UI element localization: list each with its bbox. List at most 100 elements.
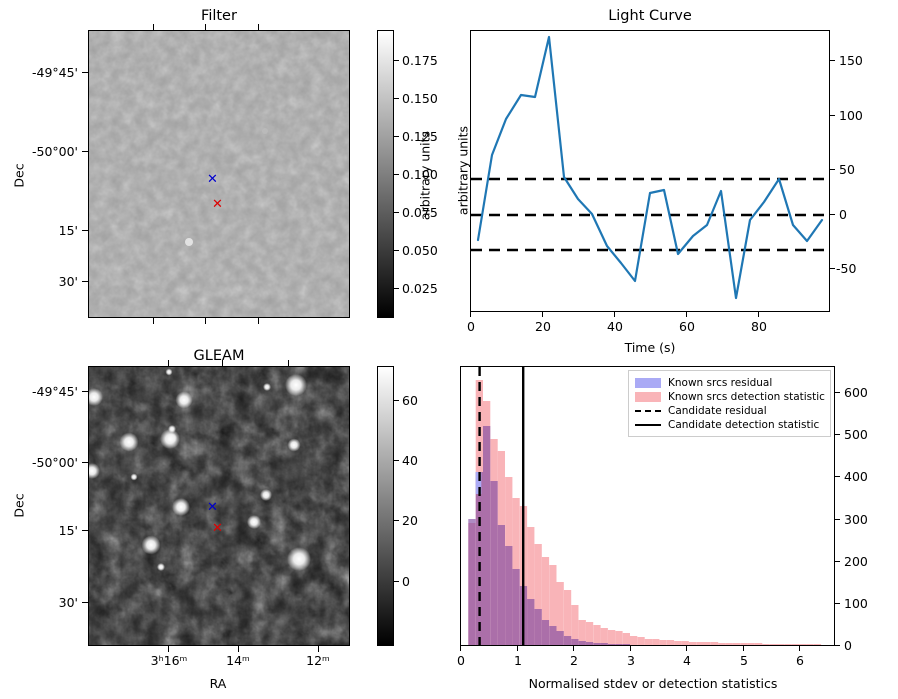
histogram-legend: Known srcs residual Known srcs detection… bbox=[628, 370, 831, 437]
gleam-ra-tick-top-2 bbox=[288, 360, 290, 366]
legend-row-0: Known srcs residual bbox=[635, 376, 824, 389]
hist-ylabel-500: 500 bbox=[844, 427, 868, 442]
hist-ylabel-100: 100 bbox=[844, 596, 868, 611]
lc-ylabel-150: 150 bbox=[839, 53, 863, 68]
legend-swatch-candidate-residual bbox=[635, 409, 661, 412]
filter-ra-tick-top-2 bbox=[258, 24, 260, 30]
gleam-ra-tick-bot-1 bbox=[238, 646, 240, 652]
filter-ra-tick-top-1 bbox=[205, 24, 207, 30]
hist-ytick-500 bbox=[835, 434, 840, 436]
hist-xtick-1 bbox=[517, 646, 519, 651]
hist-xlabel-2: 2 bbox=[570, 653, 578, 668]
lightcurve-series bbox=[476, 35, 824, 300]
filter-cbar-label-5: 0.050 bbox=[402, 243, 438, 258]
filter-cbar-label-6: 0.025 bbox=[402, 281, 438, 296]
gleam-dec-label-1: -50°00' bbox=[31, 455, 78, 470]
filter-cbar-tick-3 bbox=[394, 174, 399, 176]
histogram-xlabel: Normalised stdev or detection statistics bbox=[528, 676, 778, 691]
filter-ra-tick-bot-1 bbox=[205, 318, 207, 324]
hist-ylabel-400: 400 bbox=[844, 469, 868, 484]
filter-ra-tick-bot-2 bbox=[258, 318, 260, 324]
hist-ytick-300 bbox=[835, 519, 840, 521]
hist-xlabel-5: 5 bbox=[740, 653, 748, 668]
gleam-cbar-tick-1 bbox=[394, 460, 399, 462]
lightcurve-svg bbox=[471, 35, 829, 300]
filter-dec-tick-0 bbox=[82, 72, 88, 74]
lc-ytick-50 bbox=[830, 169, 835, 171]
legend-label-2: Candidate residual bbox=[668, 404, 767, 417]
hist-ytick-600 bbox=[835, 392, 840, 394]
gleam-colorbar bbox=[377, 366, 394, 646]
gleam-cbar-tick-0 bbox=[394, 400, 399, 402]
gleam-cbar-label-2: 20 bbox=[402, 513, 418, 528]
gleam-ra-tick-top-0 bbox=[168, 360, 170, 366]
lc-xtick-3 bbox=[686, 312, 688, 317]
hist-xlabel-1: 1 bbox=[514, 653, 522, 668]
filter-dec-label-3: 30' bbox=[58, 274, 78, 289]
filter-cbar-tick-6 bbox=[394, 288, 399, 290]
gleam-dec-label-3: 30' bbox=[58, 595, 78, 610]
hist-ytick-100 bbox=[835, 603, 840, 605]
filter-image: ✕ ✕ bbox=[88, 30, 350, 318]
hist-xtick-2 bbox=[573, 646, 575, 651]
lc-ytick-0 bbox=[830, 214, 835, 216]
lc-xlabel-1: 20 bbox=[535, 319, 551, 334]
lc-xlabel-3: 60 bbox=[679, 319, 695, 334]
filter-noise-field bbox=[89, 31, 349, 317]
filter-dec-label-0: -49°45' bbox=[31, 65, 78, 80]
filter-dec-label-2: 15' bbox=[58, 223, 78, 238]
hist-xlabel-4: 4 bbox=[683, 653, 691, 668]
gleam-image: ✕ ✕ bbox=[88, 366, 350, 646]
gleam-cbar-label-1: 40 bbox=[402, 453, 418, 468]
hist-bars-residual-only bbox=[475, 472, 482, 494]
gleam-ylabel: Dec bbox=[11, 493, 27, 518]
gleam-marker-blue: ✕ bbox=[207, 500, 218, 515]
filter-cbar-tick-1 bbox=[394, 98, 399, 100]
gleam-cbar-tick-3 bbox=[394, 581, 399, 583]
filter-cbar-label-3: 0.100 bbox=[402, 167, 438, 182]
filter-ylabel: Dec bbox=[11, 163, 27, 188]
gleam-ra-label-1: 14ᵐ bbox=[226, 653, 250, 668]
filter-dec-tick-2 bbox=[82, 230, 88, 232]
lc-xtick-1 bbox=[542, 312, 544, 317]
gleam-point-sources bbox=[89, 368, 311, 571]
gleam-ra-tick-top-1 bbox=[222, 360, 224, 366]
lightcurve-title: Light Curve bbox=[608, 8, 692, 24]
filter-cbar-label-1: 0.150 bbox=[402, 91, 438, 106]
hist-xtick-3 bbox=[630, 646, 632, 651]
gleam-sky-field bbox=[89, 367, 349, 645]
gleam-dec-label-0: -49°45' bbox=[31, 384, 78, 399]
legend-label-0: Known srcs residual bbox=[668, 376, 773, 389]
gleam-dec-tick-3 bbox=[82, 602, 88, 604]
lc-ytick-m50 bbox=[830, 268, 835, 270]
gleam-cbar-tick-2 bbox=[394, 520, 399, 522]
hist-ylabel-600: 600 bbox=[844, 385, 868, 400]
hist-ytick-400 bbox=[835, 476, 840, 478]
lc-xlabel-4: 80 bbox=[751, 319, 767, 334]
hist-xtick-4 bbox=[686, 646, 688, 651]
hist-xlabel-6: 6 bbox=[796, 653, 804, 668]
filter-dec-label-1: -50°00' bbox=[31, 144, 78, 159]
histogram-plot-area: Known srcs residual Known srcs detection… bbox=[460, 366, 835, 646]
gleam-dec-tick-1 bbox=[82, 462, 88, 464]
filter-cbar-tick-2 bbox=[394, 136, 399, 138]
hist-ylabel-300: 300 bbox=[844, 512, 868, 527]
hist-xtick-6 bbox=[799, 646, 801, 651]
legend-label-1: Known srcs detection statistic bbox=[668, 390, 825, 403]
hist-xlabel-0: 0 bbox=[457, 653, 465, 668]
lightcurve-xlabel: Time (s) bbox=[624, 340, 676, 355]
legend-row-1: Known srcs detection statistic bbox=[635, 390, 825, 403]
filter-ra-tick-top-0 bbox=[153, 24, 155, 30]
lc-xtick-4 bbox=[758, 312, 760, 317]
lc-ytick-150 bbox=[830, 60, 835, 62]
gleam-marker-red: ✕ bbox=[212, 521, 223, 536]
legend-row-2: Candidate residual bbox=[635, 404, 824, 417]
lc-xlabel-2: 40 bbox=[607, 319, 623, 334]
filter-cbar-label-2: 0.125 bbox=[402, 129, 438, 144]
lightcurve-plot-area bbox=[470, 30, 830, 312]
hist-ylabel-0: 0 bbox=[844, 638, 852, 653]
histogram-svg bbox=[468, 367, 822, 645]
filter-dec-tick-1 bbox=[82, 151, 88, 153]
lc-xtick-2 bbox=[614, 312, 616, 317]
